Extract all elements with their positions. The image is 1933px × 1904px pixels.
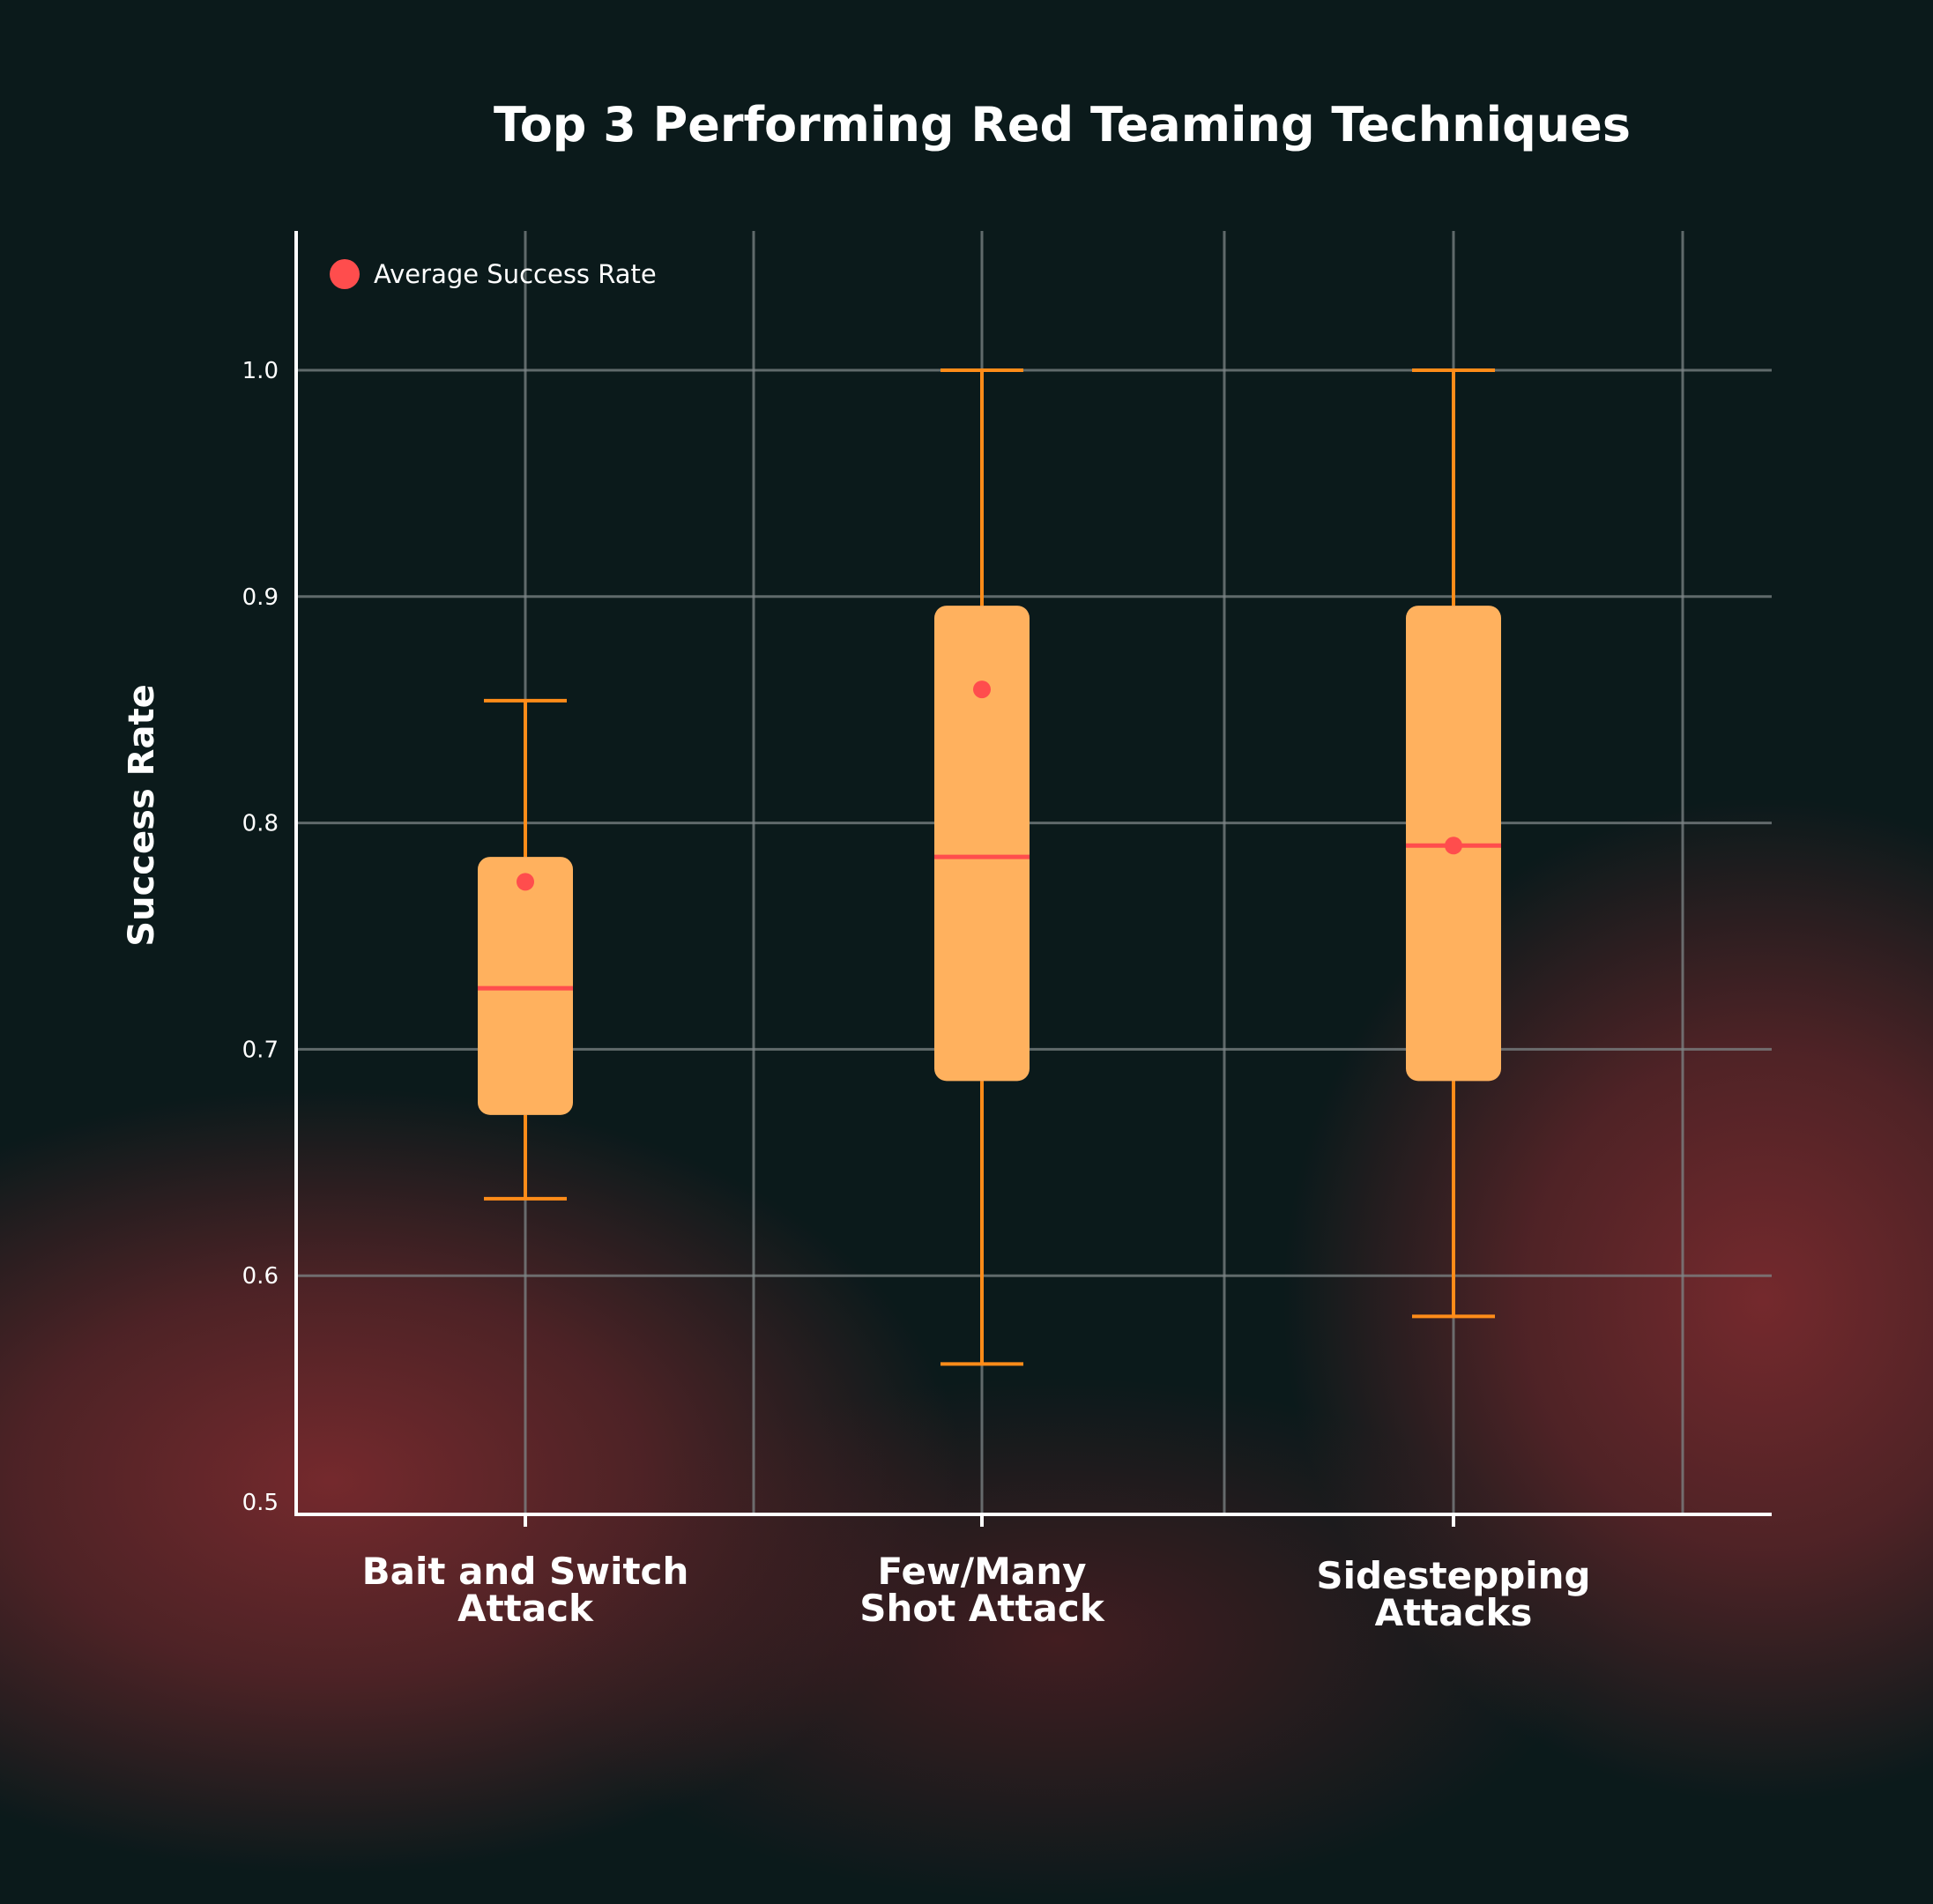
- legend-label: Average Success Rate: [374, 259, 657, 289]
- box-group: [1406, 368, 1501, 1319]
- y-tick-label: 0.9: [242, 584, 279, 611]
- y-tick-label: 1.0: [242, 358, 279, 384]
- box-group: [934, 368, 1030, 1366]
- boxes: [478, 368, 1501, 1366]
- category-label: Attack: [457, 1587, 594, 1630]
- category-label: Shot Attack: [859, 1587, 1105, 1630]
- box-iqr: [934, 606, 1030, 1082]
- category-label: Bait and Switch: [362, 1550, 689, 1593]
- legend-marker: [330, 259, 360, 289]
- mean-marker: [1445, 837, 1462, 855]
- y-tick-label: 0.5: [242, 1490, 279, 1516]
- chart-title: Top 3 Performing Red Teaming Techniques: [494, 97, 1631, 152]
- y-axis-label: Success Rate: [122, 684, 162, 946]
- legend: Average Success Rate: [330, 259, 657, 289]
- box-plot-chart: Top 3 Performing Red Teaming Techniques …: [122, 97, 1772, 1634]
- category-label: Sidestepping: [1316, 1554, 1590, 1597]
- category-label: Attacks: [1375, 1591, 1533, 1634]
- axes: [294, 231, 1772, 1527]
- mean-marker: [517, 873, 534, 891]
- y-tick-label: 0.8: [242, 811, 279, 837]
- category-label: Few/Many: [877, 1550, 1086, 1593]
- box-group: [478, 698, 573, 1201]
- mean-marker: [973, 681, 991, 699]
- y-tick-label: 0.6: [242, 1263, 279, 1290]
- box-iqr: [478, 857, 573, 1115]
- y-tick-label: 0.7: [242, 1037, 279, 1063]
